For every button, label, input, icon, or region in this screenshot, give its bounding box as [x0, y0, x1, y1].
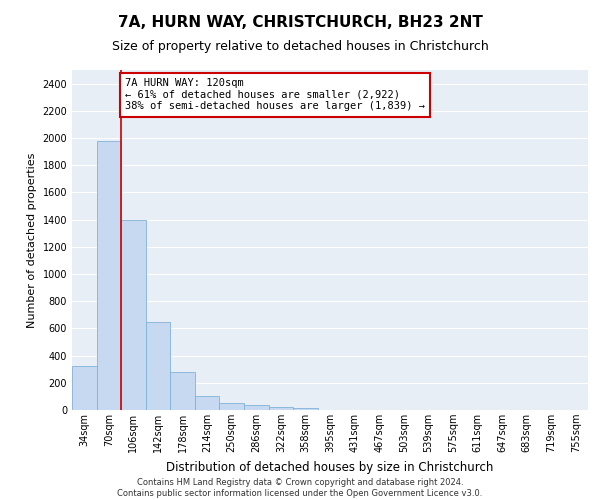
Bar — [72, 366, 97, 410]
Bar — [195, 396, 220, 410]
Text: Contains HM Land Registry data © Crown copyright and database right 2024.
Contai: Contains HM Land Registry data © Crown c… — [118, 478, 482, 498]
Text: Size of property relative to detached houses in Christchurch: Size of property relative to detached ho… — [112, 40, 488, 53]
Bar — [269, 406, 293, 410]
Bar — [97, 142, 121, 410]
Text: 7A HURN WAY: 120sqm
← 61% of detached houses are smaller (2,922)
38% of semi-det: 7A HURN WAY: 120sqm ← 61% of detached ho… — [125, 78, 425, 112]
Text: 7A, HURN WAY, CHRISTCHURCH, BH23 2NT: 7A, HURN WAY, CHRISTCHURCH, BH23 2NT — [118, 15, 482, 30]
Bar — [244, 405, 269, 410]
Bar — [121, 220, 146, 410]
Y-axis label: Number of detached properties: Number of detached properties — [27, 152, 37, 328]
X-axis label: Distribution of detached houses by size in Christchurch: Distribution of detached houses by size … — [166, 460, 494, 473]
Bar — [146, 322, 170, 410]
Bar — [170, 372, 195, 410]
Bar — [220, 404, 244, 410]
Bar — [293, 408, 318, 410]
